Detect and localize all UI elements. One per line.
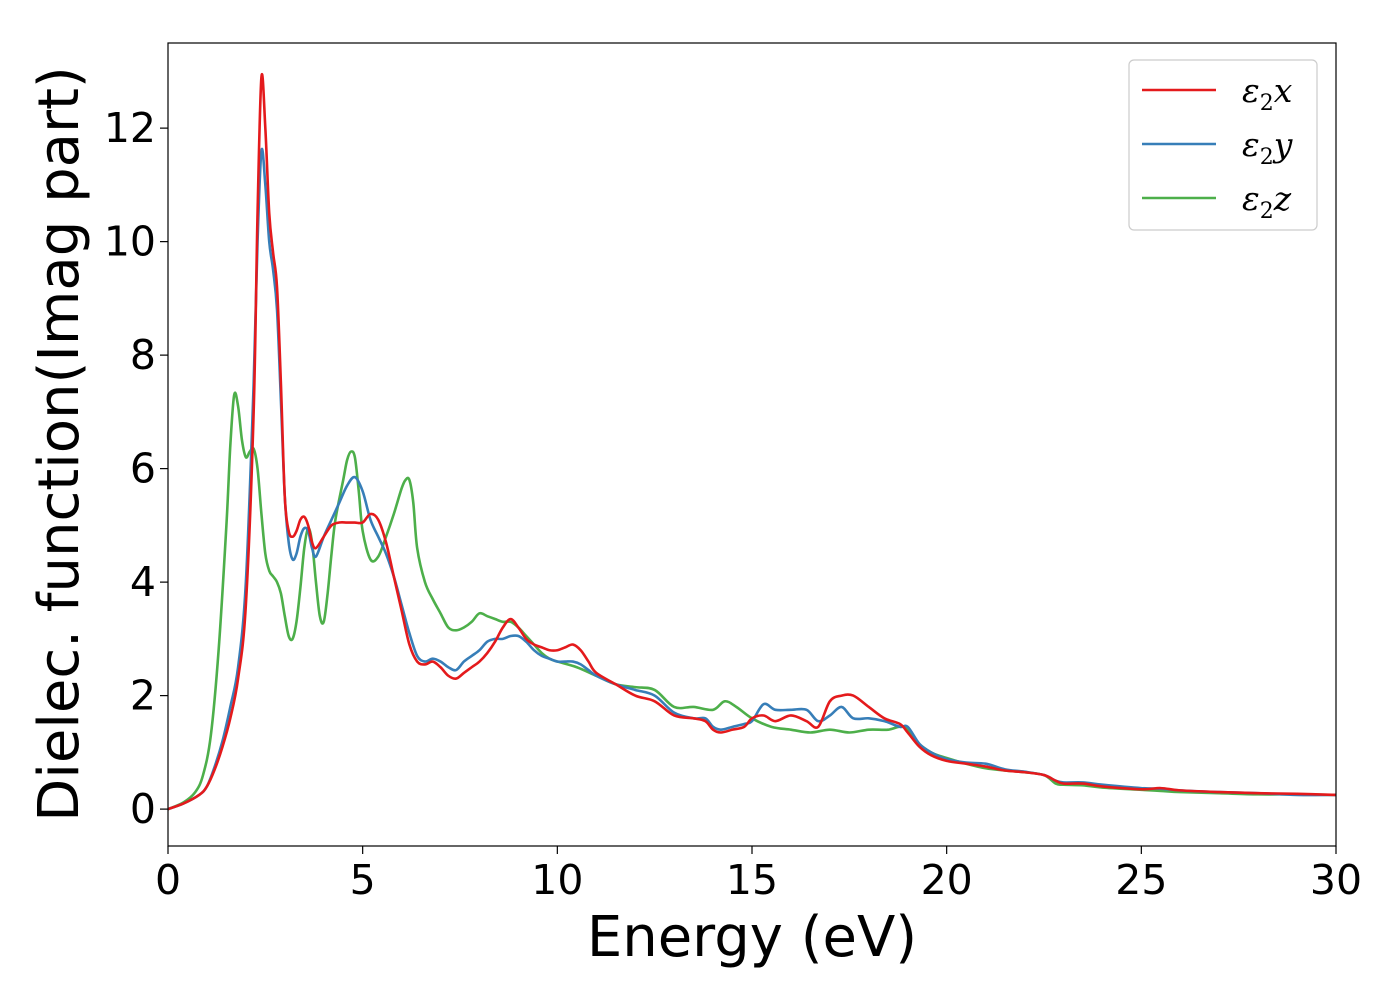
x-tick-label: 25 xyxy=(1115,856,1167,904)
y-tick-label: 8 xyxy=(130,331,156,379)
y-tick-label: 4 xyxy=(130,558,156,606)
series-line-z xyxy=(168,391,1336,811)
series-line-x xyxy=(168,73,1336,811)
y-tick-label: 12 xyxy=(104,104,156,152)
y-tick-label: 6 xyxy=(130,445,156,493)
x-axis-ticks: 0 5 10 15 20 25 30 xyxy=(155,846,1362,904)
x-tick-label: 20 xyxy=(921,856,973,904)
y-axis-ticks: 0 2 4 6 8 10 12 xyxy=(104,104,168,833)
legend-label-z: ε2z xyxy=(1242,179,1292,224)
legend-box xyxy=(1128,59,1318,231)
x-tick-label: 15 xyxy=(726,856,778,904)
y-tick-label: 2 xyxy=(130,672,156,720)
x-tick-label: 30 xyxy=(1310,856,1362,904)
legend-entries: ε2x ε2y ε2z xyxy=(1142,71,1293,224)
legend-label-x: ε2x xyxy=(1242,71,1293,116)
legend: ε2x ε2y ε2z xyxy=(1128,59,1318,231)
x-tick-label: 10 xyxy=(531,856,583,904)
y-tick-label: 10 xyxy=(104,218,156,266)
x-tick-label: 5 xyxy=(350,856,376,904)
x-axis-label: Energy (eV) xyxy=(587,905,917,970)
y-axis-label: Dielec. function(Imag part) xyxy=(27,66,92,822)
y-tick-label: 0 xyxy=(130,785,156,833)
series-layer xyxy=(168,73,1336,811)
legend-label-y: ε2y xyxy=(1242,125,1293,170)
x-tick-label: 0 xyxy=(155,856,181,904)
